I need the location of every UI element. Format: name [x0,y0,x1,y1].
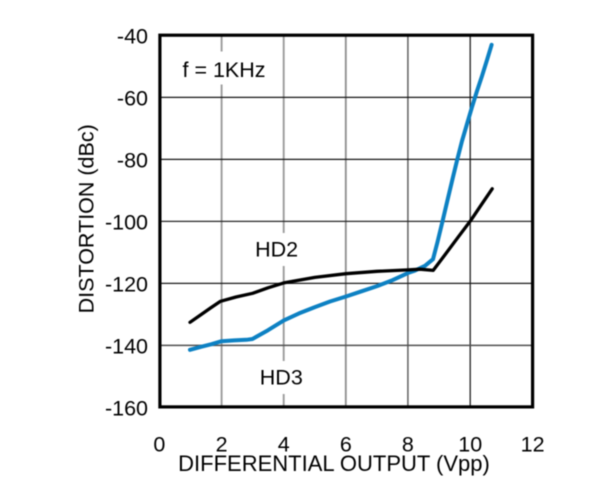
svg-text:-160: -160 [105,396,148,420]
svg-text:-60: -60 [117,86,148,110]
svg-text:2: 2 [216,432,228,456]
svg-text:0: 0 [153,432,165,456]
svg-text:HD2: HD2 [255,237,298,261]
svg-text:6: 6 [340,432,352,456]
svg-text:4: 4 [278,432,290,456]
svg-text:f = 1KHz: f = 1KHz [183,58,266,82]
svg-text:-120: -120 [105,272,148,296]
svg-text:-40: -40 [117,24,148,48]
svg-text:10: 10 [458,432,482,456]
svg-text:12: 12 [521,432,545,456]
svg-text:DIFFERENTIAL OUTPUT (Vpp): DIFFERENTIAL OUTPUT (Vpp) [178,451,490,476]
svg-text:DISTORTION (dBc): DISTORTION (dBc) [74,124,98,313]
svg-text:-140: -140 [105,334,148,358]
svg-text:-80: -80 [117,148,148,172]
svg-text:HD3: HD3 [260,366,303,390]
svg-text:-100: -100 [105,210,148,234]
svg-text:8: 8 [402,432,414,456]
